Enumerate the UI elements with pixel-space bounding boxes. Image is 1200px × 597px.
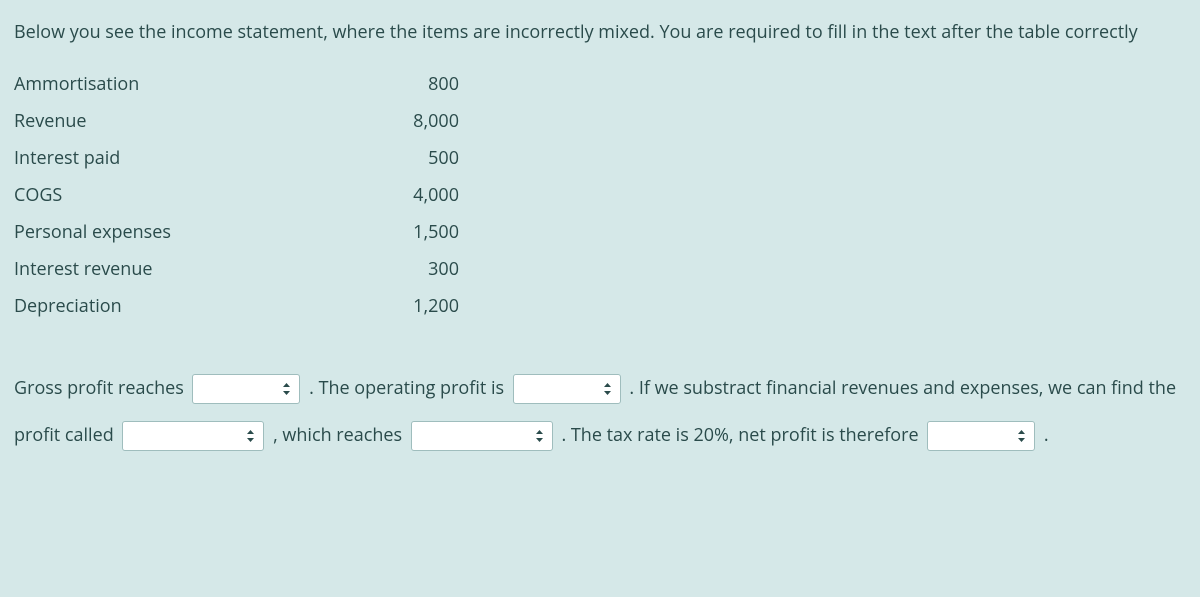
fill-text-6: . bbox=[1039, 423, 1048, 447]
row-value: 800 bbox=[379, 66, 459, 103]
row-label: Personal expenses bbox=[14, 214, 379, 251]
row-value: 8,000 bbox=[379, 103, 459, 140]
updown-icon bbox=[282, 383, 291, 395]
instructions-text: Below you see the income statement, wher… bbox=[14, 14, 1186, 52]
row-value: 300 bbox=[379, 251, 459, 288]
table-row: COGS4,000 bbox=[14, 177, 459, 214]
row-label: COGS bbox=[14, 177, 379, 214]
table-row: Interest revenue300 bbox=[14, 251, 459, 288]
updown-icon bbox=[246, 430, 255, 442]
table-row: Depreciation1,200 bbox=[14, 288, 459, 325]
table-row: Revenue8,000 bbox=[14, 103, 459, 140]
fill-text-5: . The tax rate is 20%, net profit is the… bbox=[557, 423, 923, 447]
row-label: Revenue bbox=[14, 103, 379, 140]
row-value: 4,000 bbox=[379, 177, 459, 214]
row-value: 1,500 bbox=[379, 214, 459, 251]
table-row: Interest paid500 bbox=[14, 140, 459, 177]
updown-icon bbox=[1017, 430, 1026, 442]
ebt-value-select[interactable] bbox=[411, 421, 553, 451]
row-label: Interest paid bbox=[14, 140, 379, 177]
row-value: 500 bbox=[379, 140, 459, 177]
table-row: Ammortisation800 bbox=[14, 66, 459, 103]
row-value: 1,200 bbox=[379, 288, 459, 325]
income-statement-table: Ammortisation800Revenue8,000Interest pai… bbox=[14, 66, 459, 325]
net-profit-select[interactable] bbox=[927, 421, 1035, 451]
updown-icon bbox=[535, 430, 544, 442]
fill-text-2: . The operating profit is bbox=[304, 376, 508, 400]
fill-text-4: , which reaches bbox=[268, 423, 406, 447]
fill-in-paragraph: Gross profit reaches . The operating pro… bbox=[14, 365, 1186, 459]
table-row: Personal expenses1,500 bbox=[14, 214, 459, 251]
gross-profit-select[interactable] bbox=[192, 374, 300, 404]
operating-profit-select[interactable] bbox=[513, 374, 621, 404]
row-label: Ammortisation bbox=[14, 66, 379, 103]
row-label: Interest revenue bbox=[14, 251, 379, 288]
updown-icon bbox=[603, 383, 612, 395]
row-label: Depreciation bbox=[14, 288, 379, 325]
fill-text-1: Gross profit reaches bbox=[14, 376, 188, 400]
profit-name-select[interactable] bbox=[122, 421, 264, 451]
